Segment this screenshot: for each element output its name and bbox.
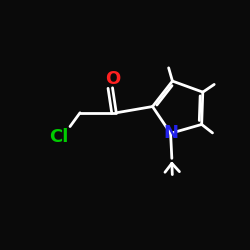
Text: O: O [105, 70, 120, 88]
Text: Cl: Cl [50, 128, 69, 146]
Text: N: N [164, 124, 179, 142]
